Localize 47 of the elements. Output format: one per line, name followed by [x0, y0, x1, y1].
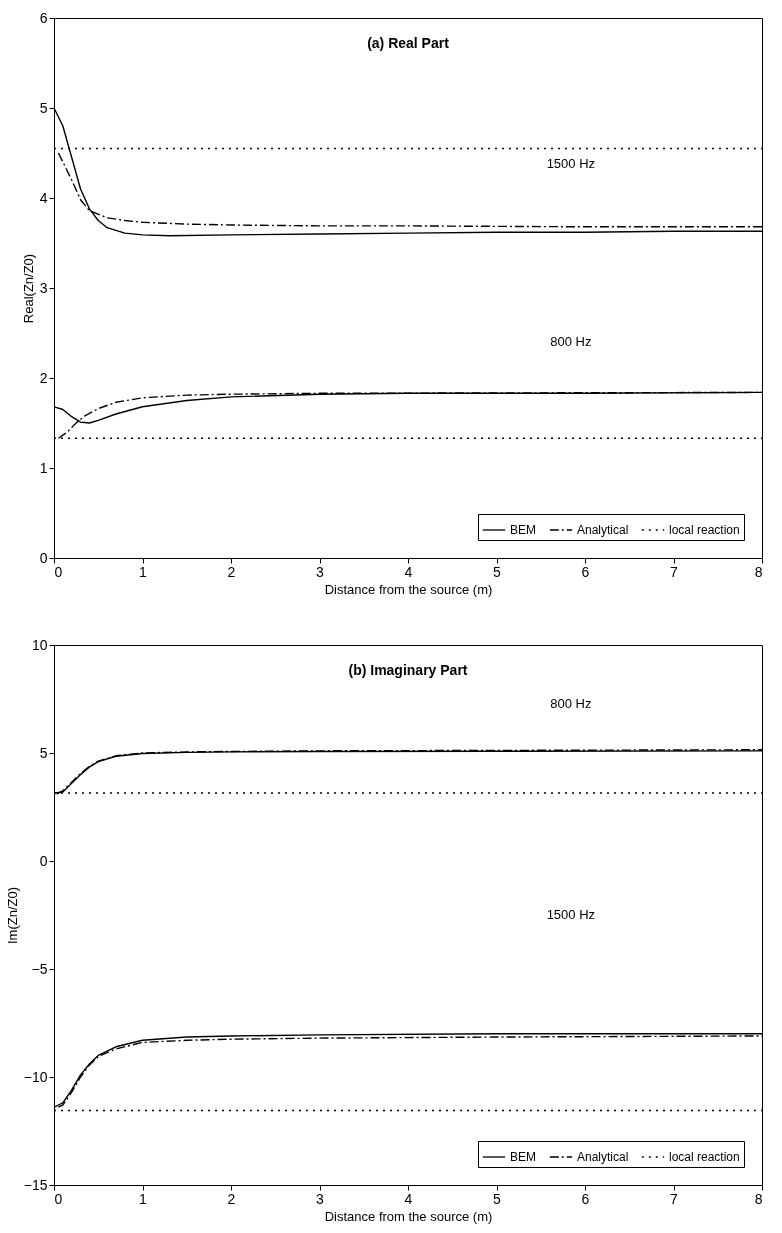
x-tick-label: 2	[227, 1190, 236, 1207]
x-tick-label: 1	[139, 563, 148, 580]
y-axis-title: Im(Zn/Z0)	[4, 886, 20, 945]
x-tick-label: 4	[404, 1190, 413, 1207]
x-tick-label: 3	[316, 563, 325, 580]
y-tick-label: −5	[31, 960, 48, 977]
y-tick-label: 0	[39, 549, 48, 566]
text: (a) Real Part	[367, 35, 450, 51]
x-tick-label: 7	[670, 563, 679, 580]
x-tick-label: 4	[404, 563, 413, 580]
y-tick-label: 0	[39, 852, 48, 869]
y-tick-label: 4	[39, 189, 48, 206]
annotation: 1500 Hz	[546, 155, 596, 171]
annotation: 800 Hz	[550, 696, 592, 712]
y-axis-title: Real(Zn/Z0)	[20, 253, 36, 324]
x-tick-label: 5	[493, 563, 502, 580]
y-tick-label: 2	[39, 369, 48, 386]
x-tick-label: 8	[754, 1190, 763, 1207]
y-tick-label: 3	[39, 279, 48, 296]
legend-label: BEM	[510, 1150, 537, 1164]
y-tick-label: −10	[23, 1068, 48, 1085]
x-tick-label: 1	[139, 1190, 148, 1207]
annotation: 800 Hz	[550, 334, 592, 349]
x-tick-label: 7	[670, 1190, 679, 1207]
y-tick-label: −15	[23, 1176, 48, 1193]
x-tick-label: 8	[754, 563, 763, 580]
x-tick-label: 2	[227, 563, 236, 580]
x-tick-label: 3	[316, 1190, 325, 1207]
legend-label: BEM	[510, 523, 537, 537]
y-tick-label: 5	[39, 99, 48, 116]
y-tick-label: 1	[39, 459, 48, 476]
y-tick-label: 5	[39, 744, 48, 761]
legend-label: local reaction	[669, 1150, 740, 1164]
y-tick-label: 6	[39, 9, 48, 26]
annotation: 1500 Hz	[546, 907, 596, 922]
x-tick-label: 5	[493, 1190, 502, 1207]
x-axis-title: Distance from the source (m)	[324, 581, 493, 597]
x-tick-label: 6	[581, 1190, 590, 1207]
x-tick-label: 6	[581, 563, 590, 580]
legend-label: Analytical	[577, 1150, 629, 1164]
legend-label: Analytical	[577, 523, 629, 537]
y-tick-label: 10	[31, 636, 48, 653]
x-axis-title: Distance from the source (m)	[324, 1208, 493, 1224]
text: (b) Imaginary Part	[348, 662, 468, 678]
x-tick-label: 0	[54, 1190, 63, 1207]
x-tick-label: 0	[54, 563, 63, 580]
legend-label: local reaction	[669, 523, 740, 537]
